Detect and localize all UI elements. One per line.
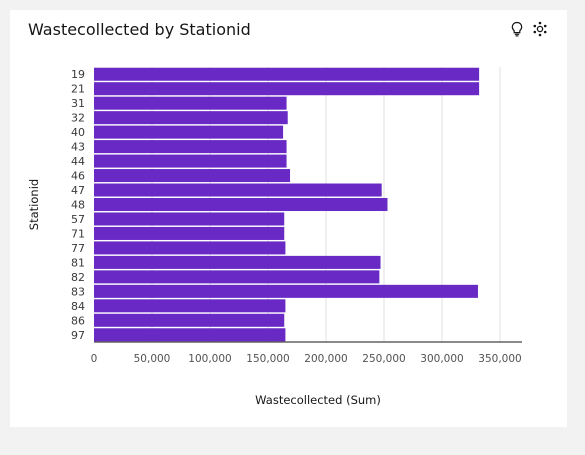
bar (94, 169, 291, 183)
chart-card: Wastecollected by Stationid 0 50,000 100,0… (10, 10, 567, 427)
x-tick-label: 200,000 (304, 353, 347, 365)
gear-icon[interactable] (531, 20, 549, 38)
y-tick-label: 71 (71, 227, 85, 240)
y-tick-label: 43 (71, 141, 85, 154)
bar (94, 183, 382, 197)
bar (94, 197, 388, 212)
x-tick-label: 0 (91, 353, 98, 365)
bar (94, 125, 284, 139)
x-tick-label: 100,000 (188, 353, 231, 365)
bar (94, 284, 478, 298)
y-tick-label: 77 (71, 242, 85, 255)
bar (94, 328, 286, 342)
lightbulb-icon[interactable] (508, 20, 526, 38)
y-tick-label: 81 (71, 256, 85, 269)
bar (94, 212, 285, 226)
bar (94, 255, 381, 269)
y-tick-label: 44 (71, 155, 85, 168)
x-axis-title: Wastecollected (Sum) (255, 393, 381, 407)
y-tick-label: 21 (71, 83, 85, 96)
bar (94, 140, 287, 154)
bar (94, 299, 286, 313)
bar (94, 313, 285, 327)
y-tick-label: 84 (71, 300, 85, 313)
y-tick-label: 57 (71, 213, 85, 226)
x-tick-label: 50,000 (134, 353, 171, 365)
x-tick-label: 300,000 (420, 353, 463, 365)
y-axis-title: Stationid (27, 179, 41, 230)
page-title: Wastecollected by Stationid (28, 20, 251, 39)
y-tick-label: 19 (71, 68, 85, 81)
y-tick-label: 83 (71, 285, 85, 298)
x-tick-label: 150,000 (246, 353, 289, 365)
y-tick-label: 86 (71, 314, 85, 327)
y-tick-label: 48 (71, 199, 85, 212)
y-tick-label: 46 (71, 170, 85, 183)
bar (94, 241, 286, 255)
y-tick-label: 47 (71, 184, 85, 197)
bar (94, 111, 288, 125)
x-tick-label: 250,000 (362, 353, 405, 365)
bar-chart: 0 50,000 100,000 150,000 200,000 250,000 300,0… (27, 67, 522, 407)
y-tick-label: 40 (71, 126, 85, 139)
y-tick-label: 97 (71, 329, 85, 342)
bar (94, 154, 287, 168)
bar (94, 96, 287, 110)
bar (94, 67, 480, 81)
y-tick-label: 31 (71, 97, 85, 110)
bar (94, 82, 480, 96)
x-tick-label: 350,000 (478, 353, 521, 365)
bar (94, 226, 285, 240)
bar (94, 270, 380, 284)
y-tick-label: 32 (71, 112, 85, 125)
y-tick-label: 82 (71, 271, 85, 284)
